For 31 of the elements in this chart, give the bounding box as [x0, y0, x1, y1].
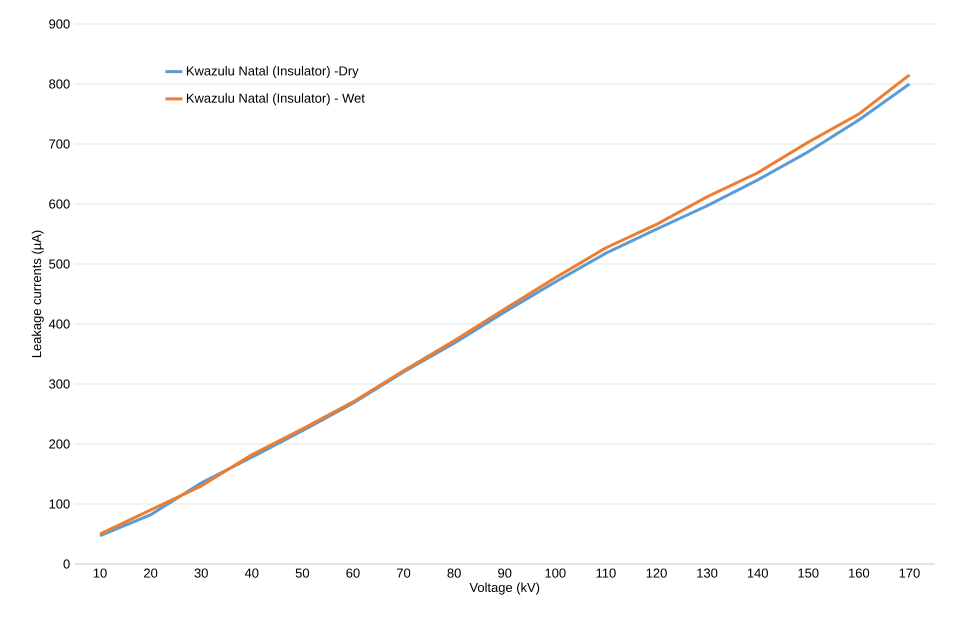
legend-label: Kwazulu Natal (Insulator) -Dry [186, 66, 359, 78]
y-tick-label: 500 [49, 259, 70, 269]
x-tick-label: 70 [397, 568, 410, 578]
x-tick-label: 60 [346, 568, 360, 578]
y-tick-label: 900 [49, 19, 70, 29]
y-tick-label: 0 [63, 559, 70, 569]
x-tick-label: 80 [447, 568, 461, 578]
x-tick-label: 150 [798, 568, 819, 578]
y-tick-label: 600 [49, 199, 70, 209]
x-tick-label: 130 [697, 568, 718, 578]
x-tick-label: 160 [849, 568, 870, 578]
y-tick-label: 100 [50, 499, 70, 509]
y-axis-title: Leakage currents (µA) [32, 230, 44, 358]
y-tick-label: 800 [49, 79, 70, 89]
x-axis-title: Voltage (kV) [470, 582, 540, 595]
x-tick-label: 100 [545, 568, 566, 578]
x-tick-label: 170 [900, 568, 920, 578]
y-tick-label: 700 [49, 139, 70, 149]
x-tick-label: 90 [498, 568, 512, 578]
y-tick-label: 300 [49, 379, 70, 389]
x-tick-label: 20 [144, 568, 158, 578]
x-tick-label: 40 [244, 568, 258, 578]
x-tick-label: 50 [296, 568, 310, 578]
y-tick-label: 200 [49, 439, 70, 449]
y-tick-label: 400 [48, 319, 70, 329]
x-tick-label: 140 [748, 568, 768, 578]
x-tick-label: 110 [596, 568, 616, 578]
x-tick-label: 10 [94, 568, 107, 578]
x-tick-label: 120 [646, 568, 667, 578]
legend-label: Kwazulu Natal (Insulator) - Wet [186, 93, 365, 106]
x-tick-label: 30 [194, 568, 208, 578]
